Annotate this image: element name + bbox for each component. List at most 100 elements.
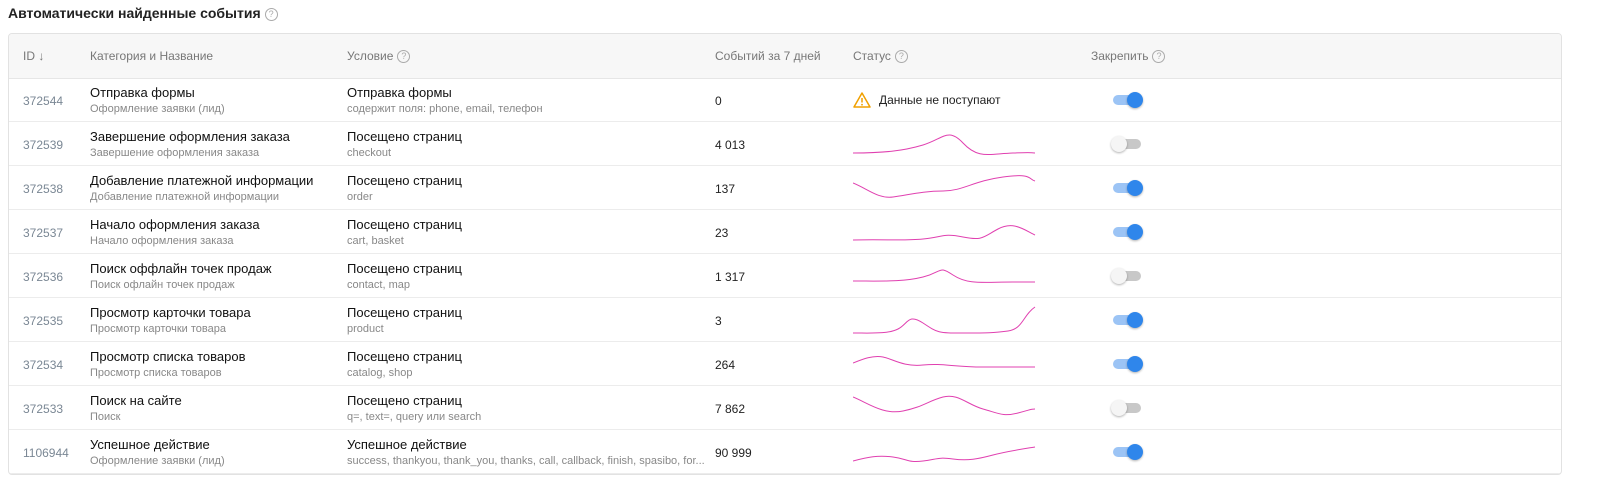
toggle-knob xyxy=(1111,268,1127,284)
condition-cell: Посещено страниц order xyxy=(347,173,462,203)
name-cell: Добавление платежной информации Добавлени… xyxy=(90,173,313,203)
table-row[interactable]: 372537 Начало оформления заказа Начало офо… xyxy=(9,210,1561,254)
column-header: Условие? xyxy=(347,49,411,64)
condition-detail: contact, map xyxy=(347,279,410,291)
event-count: 0 xyxy=(715,94,722,108)
help-icon[interactable]: ? xyxy=(264,7,278,21)
event-id: 372539 xyxy=(23,138,64,152)
pin-toggle[interactable] xyxy=(1111,400,1143,416)
event-name: Отправка формы xyxy=(90,85,195,100)
event-category: Поиск xyxy=(90,411,121,423)
event-name: Поиск оффлайн точек продаж xyxy=(90,261,272,276)
table-row[interactable]: 372535 Просмотр карточки товара Просмотр к… xyxy=(9,298,1561,342)
pin-toggle[interactable] xyxy=(1111,180,1143,196)
event-category: Просмотр карточки товара xyxy=(90,323,226,335)
event-count: 23 xyxy=(715,226,729,240)
condition-detail: q=, text=, query или search xyxy=(347,411,482,423)
name-cell: Просмотр карточки товара Просмотр карточк… xyxy=(90,305,251,335)
sparkline xyxy=(853,446,1036,462)
event-name: Просмотр списка товаров xyxy=(90,349,246,364)
sparkline xyxy=(853,134,1036,155)
event-category: Просмотр списка товаров xyxy=(90,367,222,379)
table-row[interactable]: 372539 Завершение оформления заказа Заверш… xyxy=(9,122,1561,166)
sparkline xyxy=(853,395,1036,416)
sparkline xyxy=(853,175,1036,198)
condition-cell: Посещено страниц contact, map xyxy=(347,261,462,291)
toggle-knob xyxy=(1127,180,1143,196)
pin-toggle[interactable] xyxy=(1111,444,1143,460)
condition-cell: Отправка формы содержит поля: phone, emai… xyxy=(347,85,543,115)
toggle-track xyxy=(1113,403,1141,413)
toggle-knob xyxy=(1127,92,1143,108)
condition: Посещено страниц xyxy=(347,305,462,320)
help-icon[interactable]: ? xyxy=(397,50,411,64)
name-cell: Поиск на сайте Поиск xyxy=(90,393,182,423)
event-id: 372537 xyxy=(23,226,64,240)
event-category: Поиск офлайн точек продаж xyxy=(90,279,235,291)
pin-toggle[interactable] xyxy=(1111,312,1143,328)
condition-cell: Посещено страниц cart, basket xyxy=(347,217,462,247)
event-id: 372535 xyxy=(23,314,64,328)
condition-detail: содержит поля: phone, email, телефон xyxy=(347,103,543,115)
table-row[interactable]: 1106944 Успешное действие Оформление заявк… xyxy=(9,430,1561,474)
event-category: Завершение оформления заказа xyxy=(90,147,260,159)
condition: Посещено страниц xyxy=(347,173,462,188)
column-header: Категория и Название xyxy=(90,49,214,63)
event-id: 1106944 xyxy=(23,446,69,460)
condition-detail: catalog, shop xyxy=(347,367,413,379)
toggle-knob xyxy=(1127,444,1143,460)
event-count: 7 862 xyxy=(715,402,746,416)
condition: Посещено страниц xyxy=(347,261,462,276)
column-header: Статус? xyxy=(853,49,908,64)
name-cell: Начало оформления заказа Начало оформлени… xyxy=(90,217,260,247)
event-count: 3 xyxy=(715,314,722,328)
event-name: Успешное действие xyxy=(90,437,210,452)
condition-cell: Посещено страниц product xyxy=(347,305,462,335)
header-text: ID xyxy=(23,49,35,63)
condition-cell: Посещено страниц q=, text=, query или sea… xyxy=(347,393,481,423)
table-row[interactable]: 372544 Отправка формы Оформление заявки (л… xyxy=(9,78,1561,122)
event-name: Завершение оформления заказа xyxy=(90,129,290,144)
table-row[interactable]: 372533 Поиск на сайте Поиск Посещено страни… xyxy=(9,386,1561,430)
condition: Посещено страниц xyxy=(347,217,462,232)
table-row[interactable]: 372534 Просмотр списка товаров Просмотр сп… xyxy=(9,342,1561,386)
header-text: Закрепить xyxy=(1091,49,1149,63)
condition: Посещено страниц xyxy=(347,349,462,364)
event-count: 1 317 xyxy=(715,270,746,284)
pin-toggle[interactable] xyxy=(1111,92,1143,108)
sparkline xyxy=(853,225,1036,241)
toggle-knob xyxy=(1127,312,1143,328)
event-category: Оформление заявки (лид) xyxy=(90,455,225,467)
help-icon[interactable]: ? xyxy=(894,50,908,64)
pin-toggle[interactable] xyxy=(1111,356,1143,372)
column-header[interactable]: ID ↓ xyxy=(23,49,45,63)
event-id: 372544 xyxy=(23,94,64,108)
table-row[interactable]: 372538 Добавление платежной информации Доб… xyxy=(9,166,1561,210)
condition-cell: Успешное действие success, thankyou, than… xyxy=(347,437,705,467)
event-count: 264 xyxy=(715,358,736,372)
condition: Отправка формы xyxy=(347,85,452,100)
table-row[interactable]: 372536 Поиск оффлайн точек продаж Поиск оф… xyxy=(9,254,1561,298)
sparkline xyxy=(853,269,1035,283)
condition-detail: success, thankyou, thank_you, thanks, ca… xyxy=(347,455,705,467)
page-title: Автоматически найденные события? xyxy=(8,5,278,21)
event-id: 372533 xyxy=(23,402,64,416)
toggle-knob xyxy=(1127,356,1143,372)
pin-toggle[interactable] xyxy=(1111,224,1143,240)
event-id: 372534 xyxy=(23,358,64,372)
condition: Успешное действие xyxy=(347,437,467,452)
pin-toggle[interactable] xyxy=(1111,136,1143,152)
name-cell: Успешное действие Оформление заявки (лид) xyxy=(90,437,225,467)
name-cell: Отправка формы Оформление заявки (лид) xyxy=(90,85,225,115)
header-text: Статус xyxy=(853,49,891,63)
condition-cell: Посещено страниц catalog, shop xyxy=(347,349,462,379)
name-cell: Поиск оффлайн точек продаж Поиск офлайн т… xyxy=(90,261,272,291)
status-text: Данные не поступают xyxy=(879,93,1001,107)
pin-toggle[interactable] xyxy=(1111,268,1143,284)
event-count: 4 013 xyxy=(715,138,746,152)
event-id: 372538 xyxy=(23,182,64,196)
toggle-knob xyxy=(1111,136,1127,152)
help-icon[interactable]: ? xyxy=(1152,50,1166,64)
event-category: Добавление платежной информации xyxy=(90,191,280,203)
